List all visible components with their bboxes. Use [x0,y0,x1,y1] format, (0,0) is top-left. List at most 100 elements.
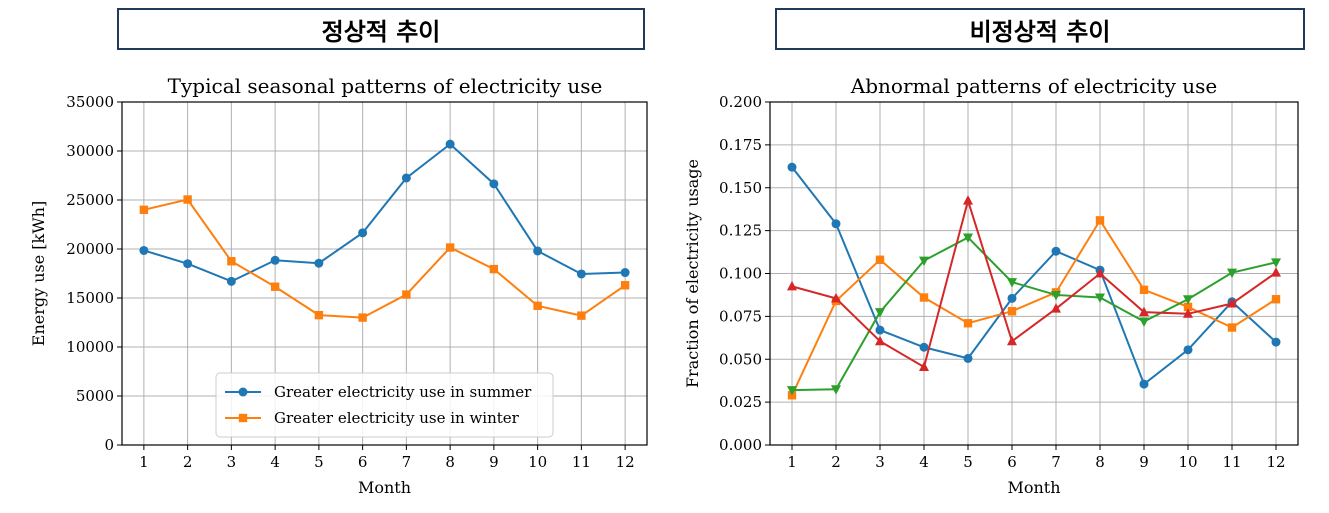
chart2-xtick-label: 12 [1266,453,1285,471]
chart1-point [533,301,542,311]
chart2-point [831,292,841,303]
chart2-point [1051,290,1061,301]
chart2-ytick-label: 0.175 [719,136,762,154]
chart2-point [1227,268,1237,279]
chart1-point [620,281,630,290]
chart1-point [489,179,499,189]
chart2-point [1139,306,1149,317]
chart1-point [533,246,543,256]
chart1-point [489,264,499,274]
chart1-series-line-greater-electricity-use-in-summer [143,142,626,283]
chart2-point [1007,293,1017,303]
chart1-point [314,310,324,320]
chart2-ytick-label: 0.150 [719,179,762,197]
chart2-point [1183,302,1193,312]
chart1-ytick-label: 25000 [66,191,114,209]
chart1-point [620,268,630,278]
chart2-point [875,335,885,346]
chart2-point [1271,258,1281,268]
chart1-group: 1 2 3 4 5 6 7 8 9 10 11 120500010000150002000025000… [29,74,648,497]
chart2-point [875,255,885,264]
chart2-ytick-label: 0.000 [719,436,762,454]
chart1-xtick-label: 7 [402,453,412,471]
chart2-group: 1 2 3 4 5 6 7 8 9 10 11 120.0000.0250.0500.0750.100… [683,74,1299,497]
chart1-xtick-label: 1 [139,453,149,471]
chart1-xtick-label: 11 [572,453,591,471]
chart2-series-line-green [791,236,1277,392]
chart1-ytick-label: 30000 [66,142,114,160]
chart1-point [139,245,149,255]
chart1-xtick-label: 9 [489,453,499,471]
chart2-ytick-label: 0.125 [719,222,762,240]
chart2-point [963,353,973,363]
chart2-point [1051,303,1061,313]
chart2-point [875,308,885,318]
chart1-point [314,258,324,268]
chart2-ytick-label: 0.075 [719,307,762,325]
chart2-point [1271,337,1281,347]
chart1-point [577,311,586,320]
chart2-point [1183,345,1193,355]
chart1-ytick-label: 5000 [76,387,114,405]
chart1-xtick-label: 5 [314,453,324,471]
chart2-point [1183,308,1193,318]
chart1-ylabel: Energy use [kWh] [29,201,48,346]
chart1-point [402,290,411,299]
chart2-point [919,293,929,302]
chart1-point [270,255,280,265]
chart2-series-line-red [791,197,1277,369]
chart2-point [919,342,929,352]
chart1-point [183,259,193,269]
chart2-series-line-orange [791,218,1277,396]
chart1-series-line-greater-electricity-use-in-winter [143,198,626,319]
chart2-point [963,195,973,205]
chart2-xtick-label: 4 [919,453,929,471]
chart2-point [963,233,973,243]
chart1-title: Typical seasonal patterns of electricity… [168,74,603,98]
chart1-xlabel: Month [358,478,411,497]
chart1-xtick-label: 3 [227,453,237,471]
chart2-point [875,325,885,335]
chart2-point [787,386,797,396]
chart2-point [1139,285,1149,294]
chart2-xtick-label: 5 [963,453,973,471]
header-normal-trend: 정상적 추이 [117,8,645,50]
chart2-point [919,361,929,371]
chart2-ytick-label: 0.025 [719,393,762,411]
chart1-point [358,228,368,238]
chart1-point [445,243,455,252]
chart2-point [1007,278,1017,288]
chart2-series-line-blue [791,166,1277,386]
chart2-point [787,280,797,291]
chart1-legend-label: Greater electricity use in summer [274,383,532,401]
chart2-point [1139,379,1149,389]
chart1-point [183,195,192,204]
chart1-ytick-label: 0 [104,436,114,454]
chart1-legend-marker [238,413,248,423]
chart2-point [1007,335,1017,346]
chart2-point [1271,267,1281,277]
chart2-xtick-label: 2 [831,453,841,471]
chart1-ytick-label: 35000 [66,93,114,111]
chart1-point [226,276,236,286]
chart1-point [227,257,236,266]
chart2-xlabel: Month [1007,478,1060,497]
chart2-xtick-label: 6 [1007,453,1017,471]
chart2-xtick-label: 7 [1051,453,1061,471]
chart1-xtick-label: 4 [270,453,280,471]
chart2-point [919,256,929,267]
chart2-ytick-label: 0.050 [719,350,762,368]
chart1-point [445,139,455,149]
chart1-xtick-label: 12 [616,453,635,471]
chart2-xtick-label: 1 [787,453,797,471]
chart2-point [831,385,841,395]
chart2-xtick-label: 9 [1139,453,1149,471]
chart1-point [401,173,411,183]
chart2-point [1095,268,1105,278]
chart1-legend-box [215,372,554,438]
chart2-point [1227,298,1237,308]
chart1-ytick-label: 20000 [66,240,114,258]
chart2-ytick-label: 0.100 [719,265,762,283]
chart1-legend-label: Greater electricity use in winter [274,409,520,427]
chart2-xtick-label: 3 [875,453,885,471]
